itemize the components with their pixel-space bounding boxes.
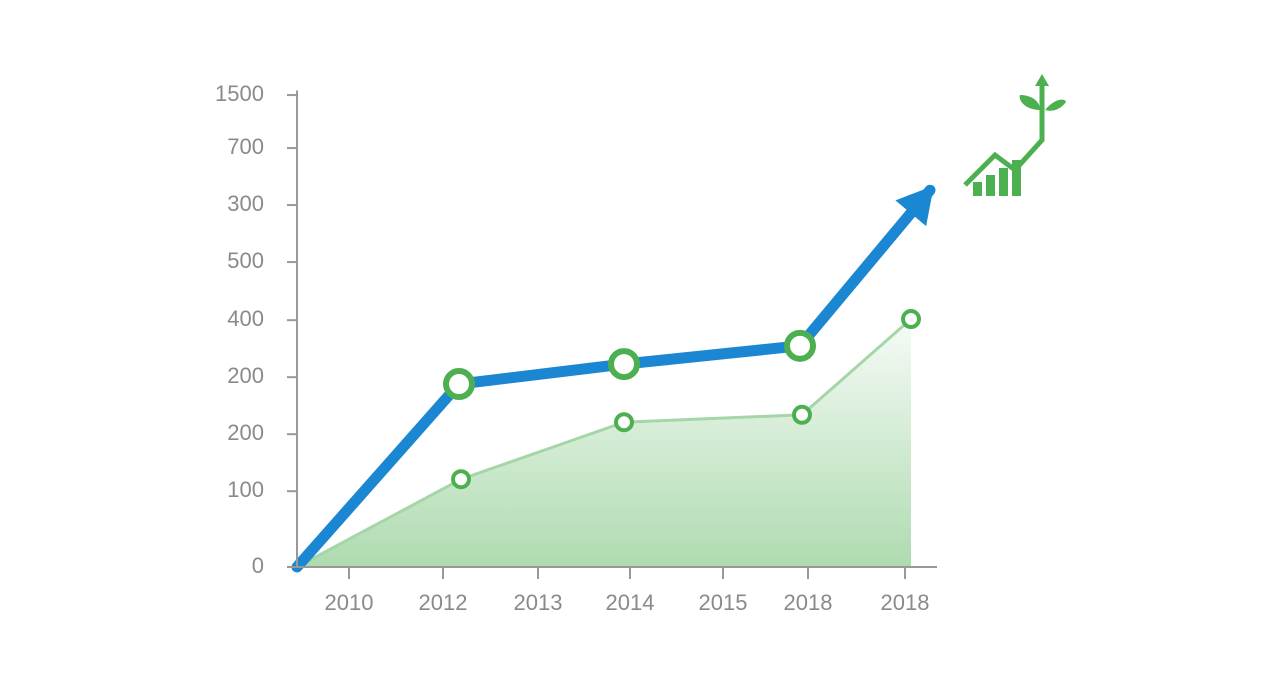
point (792, 404, 812, 425)
x-tick-label: 2013 (514, 590, 563, 615)
point (451, 469, 471, 490)
y-tick-label: 100 (227, 477, 264, 502)
x-tick-label: 2018 (881, 590, 930, 615)
y-tick-label: 500 (227, 248, 264, 273)
y-tick-label: 200 (227, 420, 264, 445)
point (608, 348, 640, 381)
y-tick-label: 700 (227, 134, 264, 159)
point (784, 329, 816, 362)
y-tick-label: 1500 (215, 81, 264, 106)
area (297, 319, 911, 567)
x-tick-label: 2015 (699, 590, 748, 615)
y-tick-label: 0 (252, 553, 264, 578)
y-tick-label: 200 (227, 363, 264, 388)
x-tick-label: 2014 (606, 590, 655, 615)
point (614, 412, 634, 433)
y-tick-label: 300 (227, 191, 264, 216)
x-tick-label: 2012 (419, 590, 468, 615)
y-tick-label: 400 (227, 306, 264, 331)
point (901, 309, 921, 330)
x-tick-label: 2018 (784, 590, 833, 615)
x-tick-label: 2010 (325, 590, 374, 615)
point (443, 368, 475, 401)
arrow-head (895, 185, 934, 227)
growth-icon (963, 74, 1066, 196)
plot: 0 100 200 200 400 500 300 700 1500 2010 2012 2013 20… (215, 81, 937, 615)
